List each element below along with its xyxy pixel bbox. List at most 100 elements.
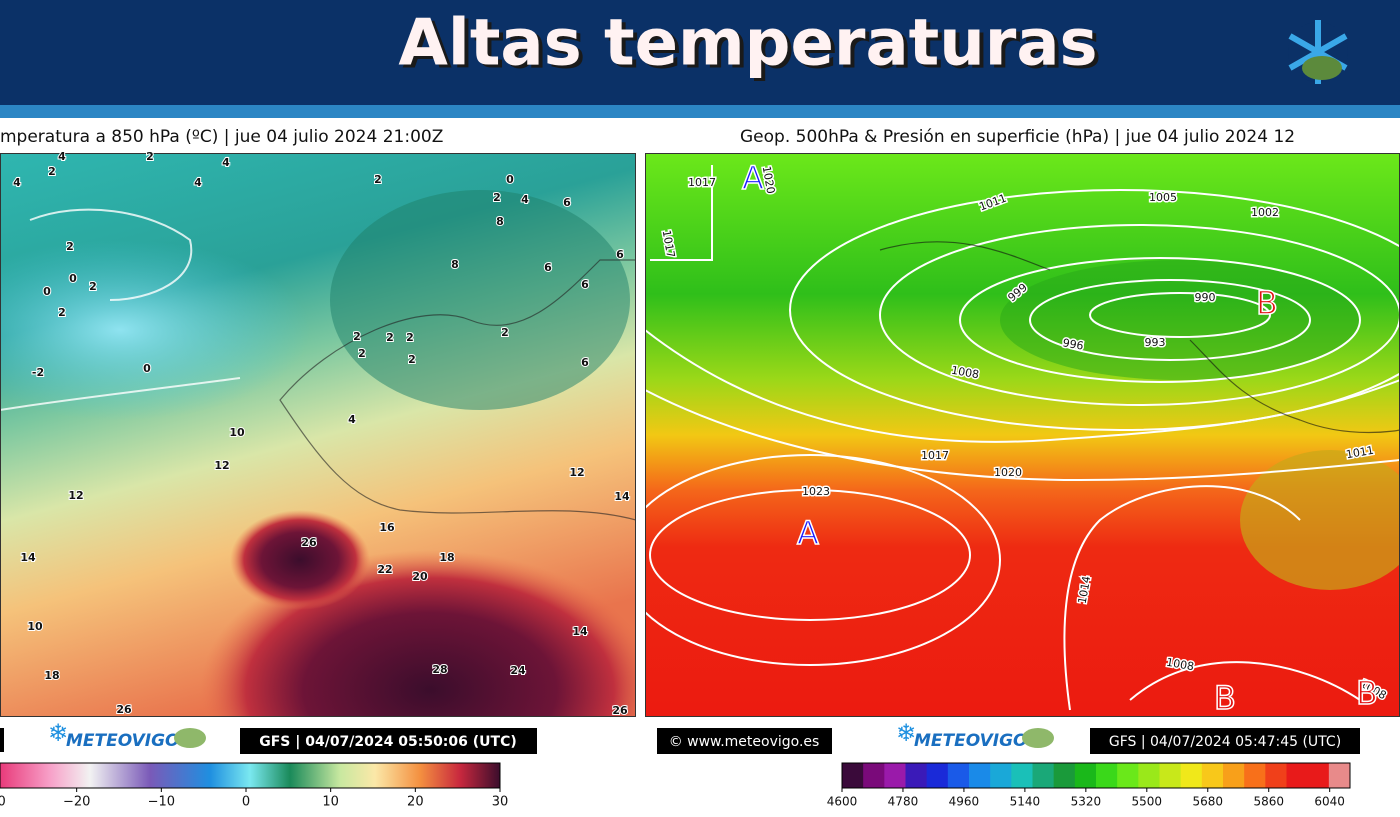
copyright-box — [657, 728, 832, 754]
contour-label: 2 — [358, 347, 366, 360]
contour-label: 12 — [214, 459, 229, 472]
stamp: GFS | 04/07/2024 05:50:06 (UTC) — [259, 734, 517, 750]
contour-label: 4 — [13, 176, 21, 189]
colorbar-step — [1096, 763, 1118, 788]
brand: METEOVIGO — [914, 731, 1027, 751]
colorbar-tick-label: 5680 — [1192, 795, 1223, 809]
contour-label: 2 — [501, 326, 509, 339]
colorbar-step — [969, 763, 991, 788]
contour-label: 2 — [48, 165, 56, 178]
colorbar-step — [1117, 763, 1139, 788]
colorbar-frame — [841, 762, 1351, 789]
contour-label: 2 — [493, 191, 501, 204]
colorbar-tick-label: −20 — [63, 795, 90, 810]
snow-icon: ❄ — [896, 719, 916, 747]
colorbar-tick-label: −30 — [0, 795, 6, 810]
colorbar-step — [1180, 763, 1203, 788]
colorbar-step — [947, 763, 970, 788]
stamp-box — [0, 728, 4, 752]
contour-label: 20 — [412, 570, 428, 583]
leaf-icon — [174, 728, 206, 748]
contour-label: 8 — [451, 258, 459, 271]
contour-label: 4 — [348, 413, 356, 426]
colorbar-tick-label: 5140 — [1010, 795, 1041, 809]
colorbar-step — [1159, 763, 1182, 788]
pressure-center: B — [1256, 284, 1278, 322]
isobar-label: 1011 — [1345, 444, 1375, 462]
contour-label: 4 — [521, 193, 529, 206]
contour-label: 6 — [563, 196, 571, 209]
contour-label: 2 — [374, 173, 382, 186]
colorbar-tick-label: 4600 — [827, 795, 858, 809]
contour-label: 6 — [544, 261, 552, 274]
isobar-label: 993 — [1145, 336, 1166, 349]
contour-label: 6 — [616, 248, 624, 261]
contour-label: 2 — [66, 240, 74, 253]
leaf-icon — [1022, 728, 1054, 748]
pressure-center: A — [797, 514, 819, 552]
contour-label: 12 — [569, 466, 584, 479]
colorbar-tick-label: −10 — [148, 795, 175, 810]
contour-label: 10 — [27, 620, 43, 633]
colorbar-step — [1074, 763, 1097, 788]
colorbar-step — [1053, 763, 1076, 788]
colorbar-tick-label: 20 — [407, 795, 424, 810]
contour-label: 0 — [143, 362, 151, 375]
isobar-label: 1017 — [688, 176, 716, 189]
contour-label: 16 — [379, 521, 395, 534]
logo — [1288, 20, 1348, 84]
colorbar-tick-label: 6040 — [1314, 795, 1345, 809]
isobar-label: 996 — [1062, 336, 1085, 352]
contour-label: 2 — [353, 330, 361, 343]
colorbar-step — [1328, 763, 1351, 788]
colorbar-step — [1201, 763, 1224, 788]
pressure-map — [645, 153, 1400, 717]
contour-label: 0 — [69, 272, 77, 285]
stamp-box — [1090, 728, 1360, 754]
colorbar-step — [1032, 763, 1055, 788]
contour-label: 18 — [439, 551, 454, 564]
contour-label: 2 — [406, 331, 414, 344]
contour-label: 6 — [581, 278, 589, 291]
colorbar-step — [1286, 763, 1309, 788]
contour-label: 26 — [612, 704, 628, 717]
brand: METEOVIGO — [66, 731, 179, 751]
colorbar — [0, 762, 501, 789]
stamp-box — [240, 728, 537, 754]
colorbar-tick-label: 10 — [322, 795, 339, 810]
pressure-center: B — [1214, 679, 1236, 717]
contour-label: 4 — [222, 156, 230, 169]
contour-label: 24 — [510, 664, 526, 677]
contour-label: 2 — [408, 353, 416, 366]
contour-label: 2 — [146, 150, 154, 163]
colorbar-tick-label: 5860 — [1253, 795, 1284, 809]
contour-label: 18 — [44, 669, 59, 682]
title: Altas temperaturas — [398, 7, 1097, 81]
colorbar-step — [1244, 763, 1266, 788]
colorbar-step — [1265, 763, 1287, 788]
contour-label: 4 — [58, 150, 66, 163]
panel-title: Geop. 500hPa & Presión en superficie (hP… — [740, 127, 1295, 147]
contour-label: 2 — [58, 306, 66, 319]
isobar-label: 1002 — [1251, 206, 1279, 219]
contour-label: 14 — [572, 625, 588, 638]
title-shadow: Altas temperaturas — [402, 10, 1101, 84]
contour-label: 8 — [496, 215, 504, 228]
colorbar-step — [990, 763, 1012, 788]
contour-label: 0 — [43, 285, 51, 298]
colorbar-step — [905, 763, 928, 788]
contour-label: 12 — [68, 489, 83, 502]
temperature-map — [0, 153, 636, 717]
stamp: GFS | 04/07/2024 05:47:45 (UTC) — [1109, 734, 1341, 750]
contour-label: 26 — [301, 536, 317, 549]
contour-label: 2 — [89, 280, 97, 293]
isobar-label: 1017 — [921, 449, 949, 462]
contour-label: 10 — [229, 426, 245, 439]
colorbar-tick-label: 30 — [492, 795, 509, 810]
contour-label: 14 — [20, 551, 36, 564]
colorbar-tick-label: 0 — [242, 795, 250, 810]
colorbar-step — [1307, 763, 1330, 788]
isobar-label: 1020 — [994, 466, 1022, 479]
snow-icon: ❄ — [48, 719, 68, 747]
